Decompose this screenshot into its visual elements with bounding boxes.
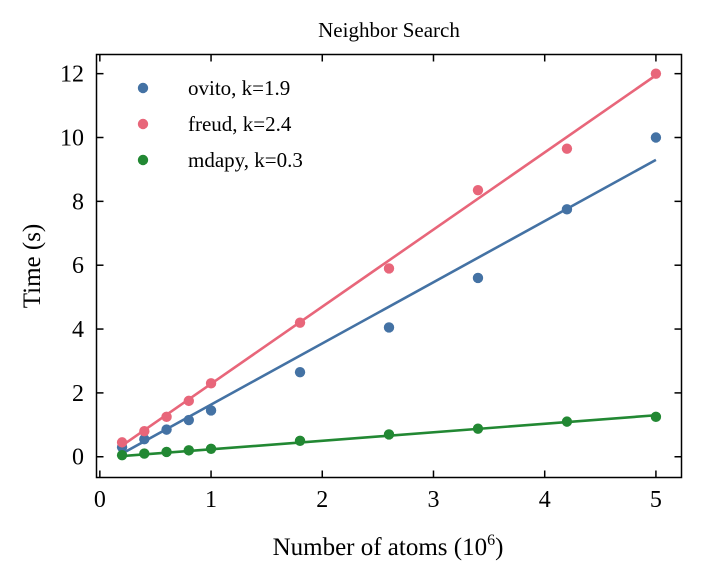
legend-marker-1 — [137, 118, 149, 130]
data-point-series-0-5 — [294, 366, 306, 378]
legend-label-1: freud, k=2.4 — [188, 112, 292, 136]
legend-label-2: mdapy, k=0.3 — [188, 148, 303, 172]
x-axis-label-superscript: 6 — [487, 532, 495, 549]
data-point-series-1-7 — [472, 184, 484, 196]
data-point-series-1-0 — [116, 437, 128, 448]
data-point-series-0-9 — [650, 132, 662, 143]
data-point-series-1-2 — [161, 411, 172, 423]
data-point-series-2-5 — [294, 435, 306, 446]
data-point-series-2-3 — [183, 445, 195, 456]
y-tick-label-2: 4 — [72, 317, 84, 343]
series-layer — [116, 68, 662, 461]
x-axis-ticks: 0 1 2 3 4 5 — [94, 54, 662, 513]
data-point-series-0-6 — [383, 322, 395, 333]
data-point-series-1-6 — [383, 263, 395, 274]
data-point-series-1-8 — [561, 143, 573, 154]
data-point-series-2-9 — [650, 411, 662, 423]
data-point-series-1-4 — [205, 378, 217, 389]
legend-marker-2 — [137, 154, 149, 166]
x-axis-label: Number of atoms (106) — [273, 532, 504, 561]
y-tick-label-0: 0 — [72, 445, 84, 471]
data-point-series-0-3 — [183, 414, 195, 426]
data-point-series-2-0 — [116, 449, 128, 461]
data-point-series-2-7 — [472, 423, 484, 434]
data-point-series-2-1 — [139, 448, 150, 459]
data-point-series-0-7 — [472, 272, 484, 284]
data-point-series-2-8 — [561, 416, 573, 427]
data-point-series-2-4 — [205, 443, 217, 454]
chart-title: Neighbor Search — [318, 18, 460, 42]
x-tick-label-2: 2 — [316, 487, 328, 513]
data-point-series-1-3 — [183, 395, 195, 407]
data-point-series-1-9 — [650, 68, 662, 79]
x-tick-label-1: 1 — [205, 487, 217, 513]
y-tick-label-4: 8 — [72, 189, 84, 215]
y-tick-label-6: 12 — [60, 62, 84, 88]
data-point-series-0-8 — [561, 204, 573, 215]
x-axis-label-main: Number of atoms (10 — [273, 534, 488, 561]
series-1 — [116, 68, 662, 448]
y-tick-label-1: 2 — [72, 381, 84, 407]
series-2 — [116, 411, 662, 461]
data-point-series-0-1 — [139, 433, 150, 445]
series-0 — [116, 132, 662, 455]
y-axis-label: Time (s) — [19, 224, 46, 309]
x-tick-label-0: 0 — [94, 487, 106, 513]
data-point-series-0-4 — [205, 405, 217, 416]
x-tick-label-5: 5 — [650, 487, 662, 513]
x-tick-label-3: 3 — [427, 487, 439, 513]
data-point-series-2-2 — [161, 446, 172, 458]
data-point-series-1-1 — [139, 426, 150, 437]
x-axis-label-suffix: ) — [495, 534, 503, 561]
legend-marker-0 — [137, 82, 149, 94]
legend: ovito, k=1.9 freud, k=2.4 mdapy, k=0.3 — [137, 76, 303, 172]
data-point-series-2-6 — [383, 429, 395, 440]
y-tick-label-3: 6 — [72, 253, 84, 279]
data-point-series-0-2 — [161, 424, 172, 435]
legend-label-0: ovito, k=1.9 — [188, 76, 290, 100]
data-point-series-1-5 — [294, 317, 306, 328]
y-tick-label-5: 10 — [60, 126, 84, 152]
x-tick-label-4: 4 — [539, 487, 551, 513]
plot-frame — [95, 53, 683, 479]
y-axis-ticks: 0 2 4 6 8 10 12 — [60, 62, 682, 471]
fit-line-series-0 — [121, 158, 657, 455]
